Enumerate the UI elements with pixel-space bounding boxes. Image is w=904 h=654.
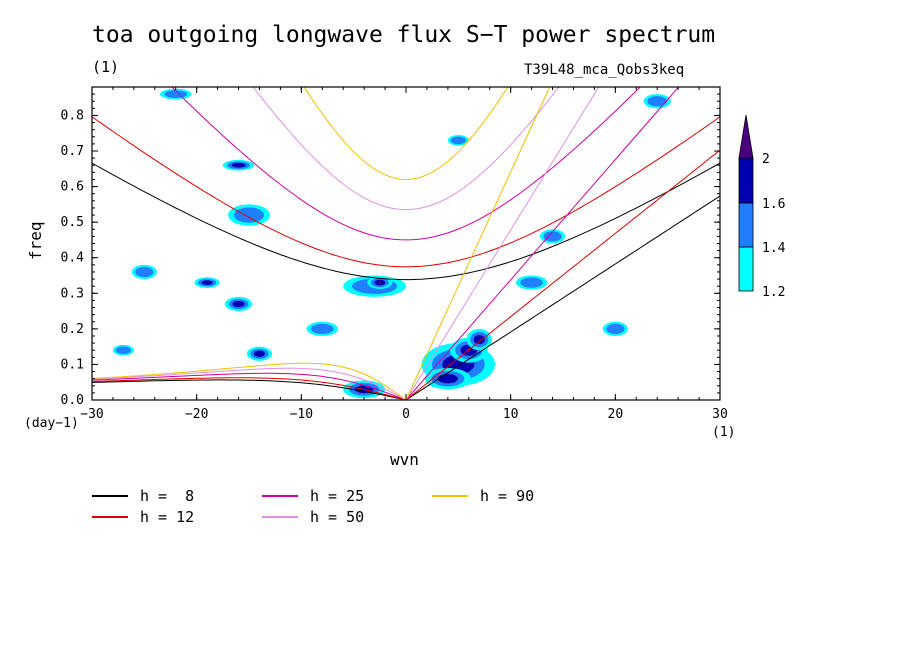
- axis-ticks: −30 −20 −10 0 10 20 30 0.0 0.1 0.2 0.3 0.4 0.5 0.6 0.7…: [61, 87, 728, 422]
- y-tick-label: 0.3: [61, 286, 84, 301]
- legend-label: h = 90: [480, 487, 535, 505]
- dispersion-curve: [405, 195, 720, 400]
- chart-title: toa outgoing longwave flux S−T power spe…: [92, 22, 716, 48]
- contour-blob: [135, 266, 154, 278]
- dispersion-curve: [92, 367, 407, 400]
- y-tick-label: 0.4: [61, 251, 85, 266]
- x-tick-label: 10: [503, 407, 519, 422]
- y-tick-label: 0.6: [61, 180, 84, 195]
- y-tick-label: 0.2: [61, 322, 84, 337]
- contour-blob: [437, 373, 458, 384]
- contour-blob: [647, 96, 667, 107]
- legend-swatch: [92, 516, 128, 518]
- x-tick-label: −20: [185, 407, 208, 422]
- dispersion-curve: [303, 87, 509, 181]
- colorbar: 1.2 1.4 1.6 2: [738, 114, 786, 300]
- y-tick-label: 0.1: [61, 357, 84, 372]
- plot-background: [92, 87, 720, 400]
- contour-blob: [377, 281, 382, 285]
- legend-label: h = 50: [310, 508, 365, 526]
- colorbar-label: 2: [762, 152, 770, 167]
- colorbar-segment: [738, 246, 754, 292]
- contour-blob: [450, 136, 466, 145]
- contour-blob: [115, 346, 131, 355]
- contour-blob: [606, 323, 625, 334]
- legend-swatch: [262, 495, 298, 497]
- x-tick-label: −30: [80, 407, 103, 422]
- dispersion-curves: [92, 87, 720, 400]
- x-tick-label: 30: [712, 407, 728, 422]
- legend-item: h = 50: [262, 508, 364, 526]
- dispersion-curve: [252, 87, 560, 211]
- x-unit-label: (1): [712, 425, 736, 440]
- dispersion-curve: [92, 362, 407, 400]
- y-axis-label: freq: [26, 221, 45, 260]
- legend-item: h = 25: [262, 487, 364, 505]
- legend-label: h = 8: [140, 487, 195, 505]
- colorbar-label: 1.2: [762, 285, 785, 300]
- contour-blob: [233, 207, 265, 223]
- legend-item: h = 12: [92, 508, 194, 526]
- colorbar-segment: [738, 202, 754, 248]
- dispersion-curve: [92, 379, 407, 400]
- contour-blob: [253, 350, 265, 357]
- x-axis-label: wvn: [390, 450, 419, 469]
- legend-label: h = 25: [310, 487, 365, 505]
- dispersion-curve: [405, 87, 680, 400]
- legend-label: h = 12: [140, 508, 195, 526]
- dispersion-curve: [405, 87, 551, 400]
- dispersion-curve: [405, 87, 600, 400]
- legend-item: h = 8: [92, 487, 194, 505]
- y-tick-label: 0.0: [61, 393, 84, 408]
- contour-blob: [201, 280, 213, 285]
- colorbar-segment: [738, 157, 754, 204]
- colorbar-label: 1.4: [762, 241, 786, 256]
- colorbar-label: 1.6: [762, 197, 785, 212]
- y-unit-label: (day−1): [24, 416, 79, 431]
- dispersion-curve: [92, 372, 407, 400]
- x-tick-label: −10: [290, 407, 313, 422]
- contour-blob: [543, 231, 562, 242]
- dispersion-curve: [92, 377, 407, 400]
- legend-swatch: [432, 495, 468, 497]
- y-tick-label: 0.5: [61, 215, 84, 230]
- chart-unit-label: (1): [92, 58, 120, 76]
- contour-blob: [310, 323, 334, 334]
- legend-swatch: [262, 516, 298, 518]
- y-tick-label: 0.8: [61, 108, 84, 123]
- run-label: T39L48_mca_Qobs3keq: [524, 62, 685, 78]
- contour-blob: [520, 277, 543, 288]
- x-tick-label: 20: [608, 407, 624, 422]
- x-tick-label: 0: [402, 407, 410, 422]
- legend-swatch: [92, 495, 128, 497]
- dispersion-curve: [171, 87, 641, 241]
- dispersion-curve: [92, 162, 720, 281]
- dispersion-curve: [405, 149, 720, 400]
- legend-item: h = 90: [432, 487, 534, 505]
- y-tick-label: 0.7: [61, 144, 84, 159]
- dispersion-curve: [92, 116, 720, 268]
- contour-blob: [231, 162, 246, 168]
- contour-blob: [473, 334, 485, 345]
- contour-blob: [232, 300, 245, 308]
- colorbar-extension: [738, 114, 754, 159]
